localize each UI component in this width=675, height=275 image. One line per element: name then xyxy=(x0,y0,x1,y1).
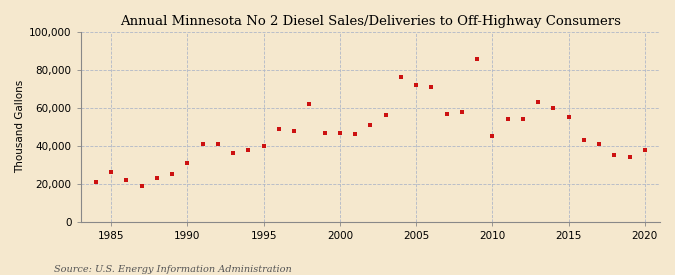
Point xyxy=(563,115,574,120)
Point xyxy=(213,142,223,146)
Point xyxy=(350,132,360,137)
Y-axis label: Thousand Gallons: Thousand Gallons xyxy=(15,80,25,174)
Point xyxy=(121,178,132,182)
Point xyxy=(334,130,345,135)
Point xyxy=(533,100,543,104)
Point xyxy=(319,130,330,135)
Point xyxy=(487,134,497,139)
Point xyxy=(259,144,269,148)
Title: Annual Minnesota No 2 Diesel Sales/Deliveries to Off-Highway Consumers: Annual Minnesota No 2 Diesel Sales/Deliv… xyxy=(120,15,621,28)
Point xyxy=(396,75,406,80)
Point xyxy=(136,183,147,188)
Point xyxy=(518,117,529,122)
Point xyxy=(365,123,376,127)
Point xyxy=(624,155,635,160)
Point xyxy=(426,85,437,89)
Point xyxy=(197,142,208,146)
Point xyxy=(441,111,452,116)
Point xyxy=(90,180,101,184)
Point xyxy=(304,102,315,106)
Point xyxy=(227,151,238,156)
Point xyxy=(289,128,300,133)
Point xyxy=(578,138,589,142)
Point xyxy=(410,83,421,87)
Point xyxy=(548,106,559,110)
Point xyxy=(456,109,467,114)
Point xyxy=(243,147,254,152)
Point xyxy=(472,56,483,61)
Point xyxy=(502,117,513,122)
Point xyxy=(380,113,391,118)
Text: Source: U.S. Energy Information Administration: Source: U.S. Energy Information Administ… xyxy=(54,265,292,274)
Point xyxy=(167,172,178,177)
Point xyxy=(609,153,620,158)
Point xyxy=(182,161,193,165)
Point xyxy=(639,147,650,152)
Point xyxy=(593,142,604,146)
Point xyxy=(106,170,117,175)
Point xyxy=(151,176,162,180)
Point xyxy=(273,126,284,131)
